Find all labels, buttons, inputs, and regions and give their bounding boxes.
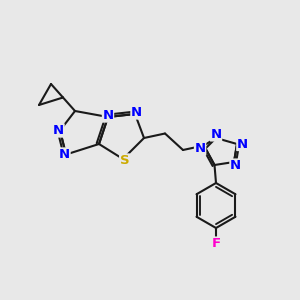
Text: N: N [59,148,70,161]
Text: N: N [210,128,222,141]
Text: S: S [120,154,129,167]
Text: N: N [53,124,64,137]
Text: F: F [212,237,220,250]
Text: N: N [194,142,206,155]
Text: N: N [131,106,142,119]
Text: N: N [102,109,114,122]
Text: N: N [230,159,241,172]
Text: N: N [237,137,248,151]
